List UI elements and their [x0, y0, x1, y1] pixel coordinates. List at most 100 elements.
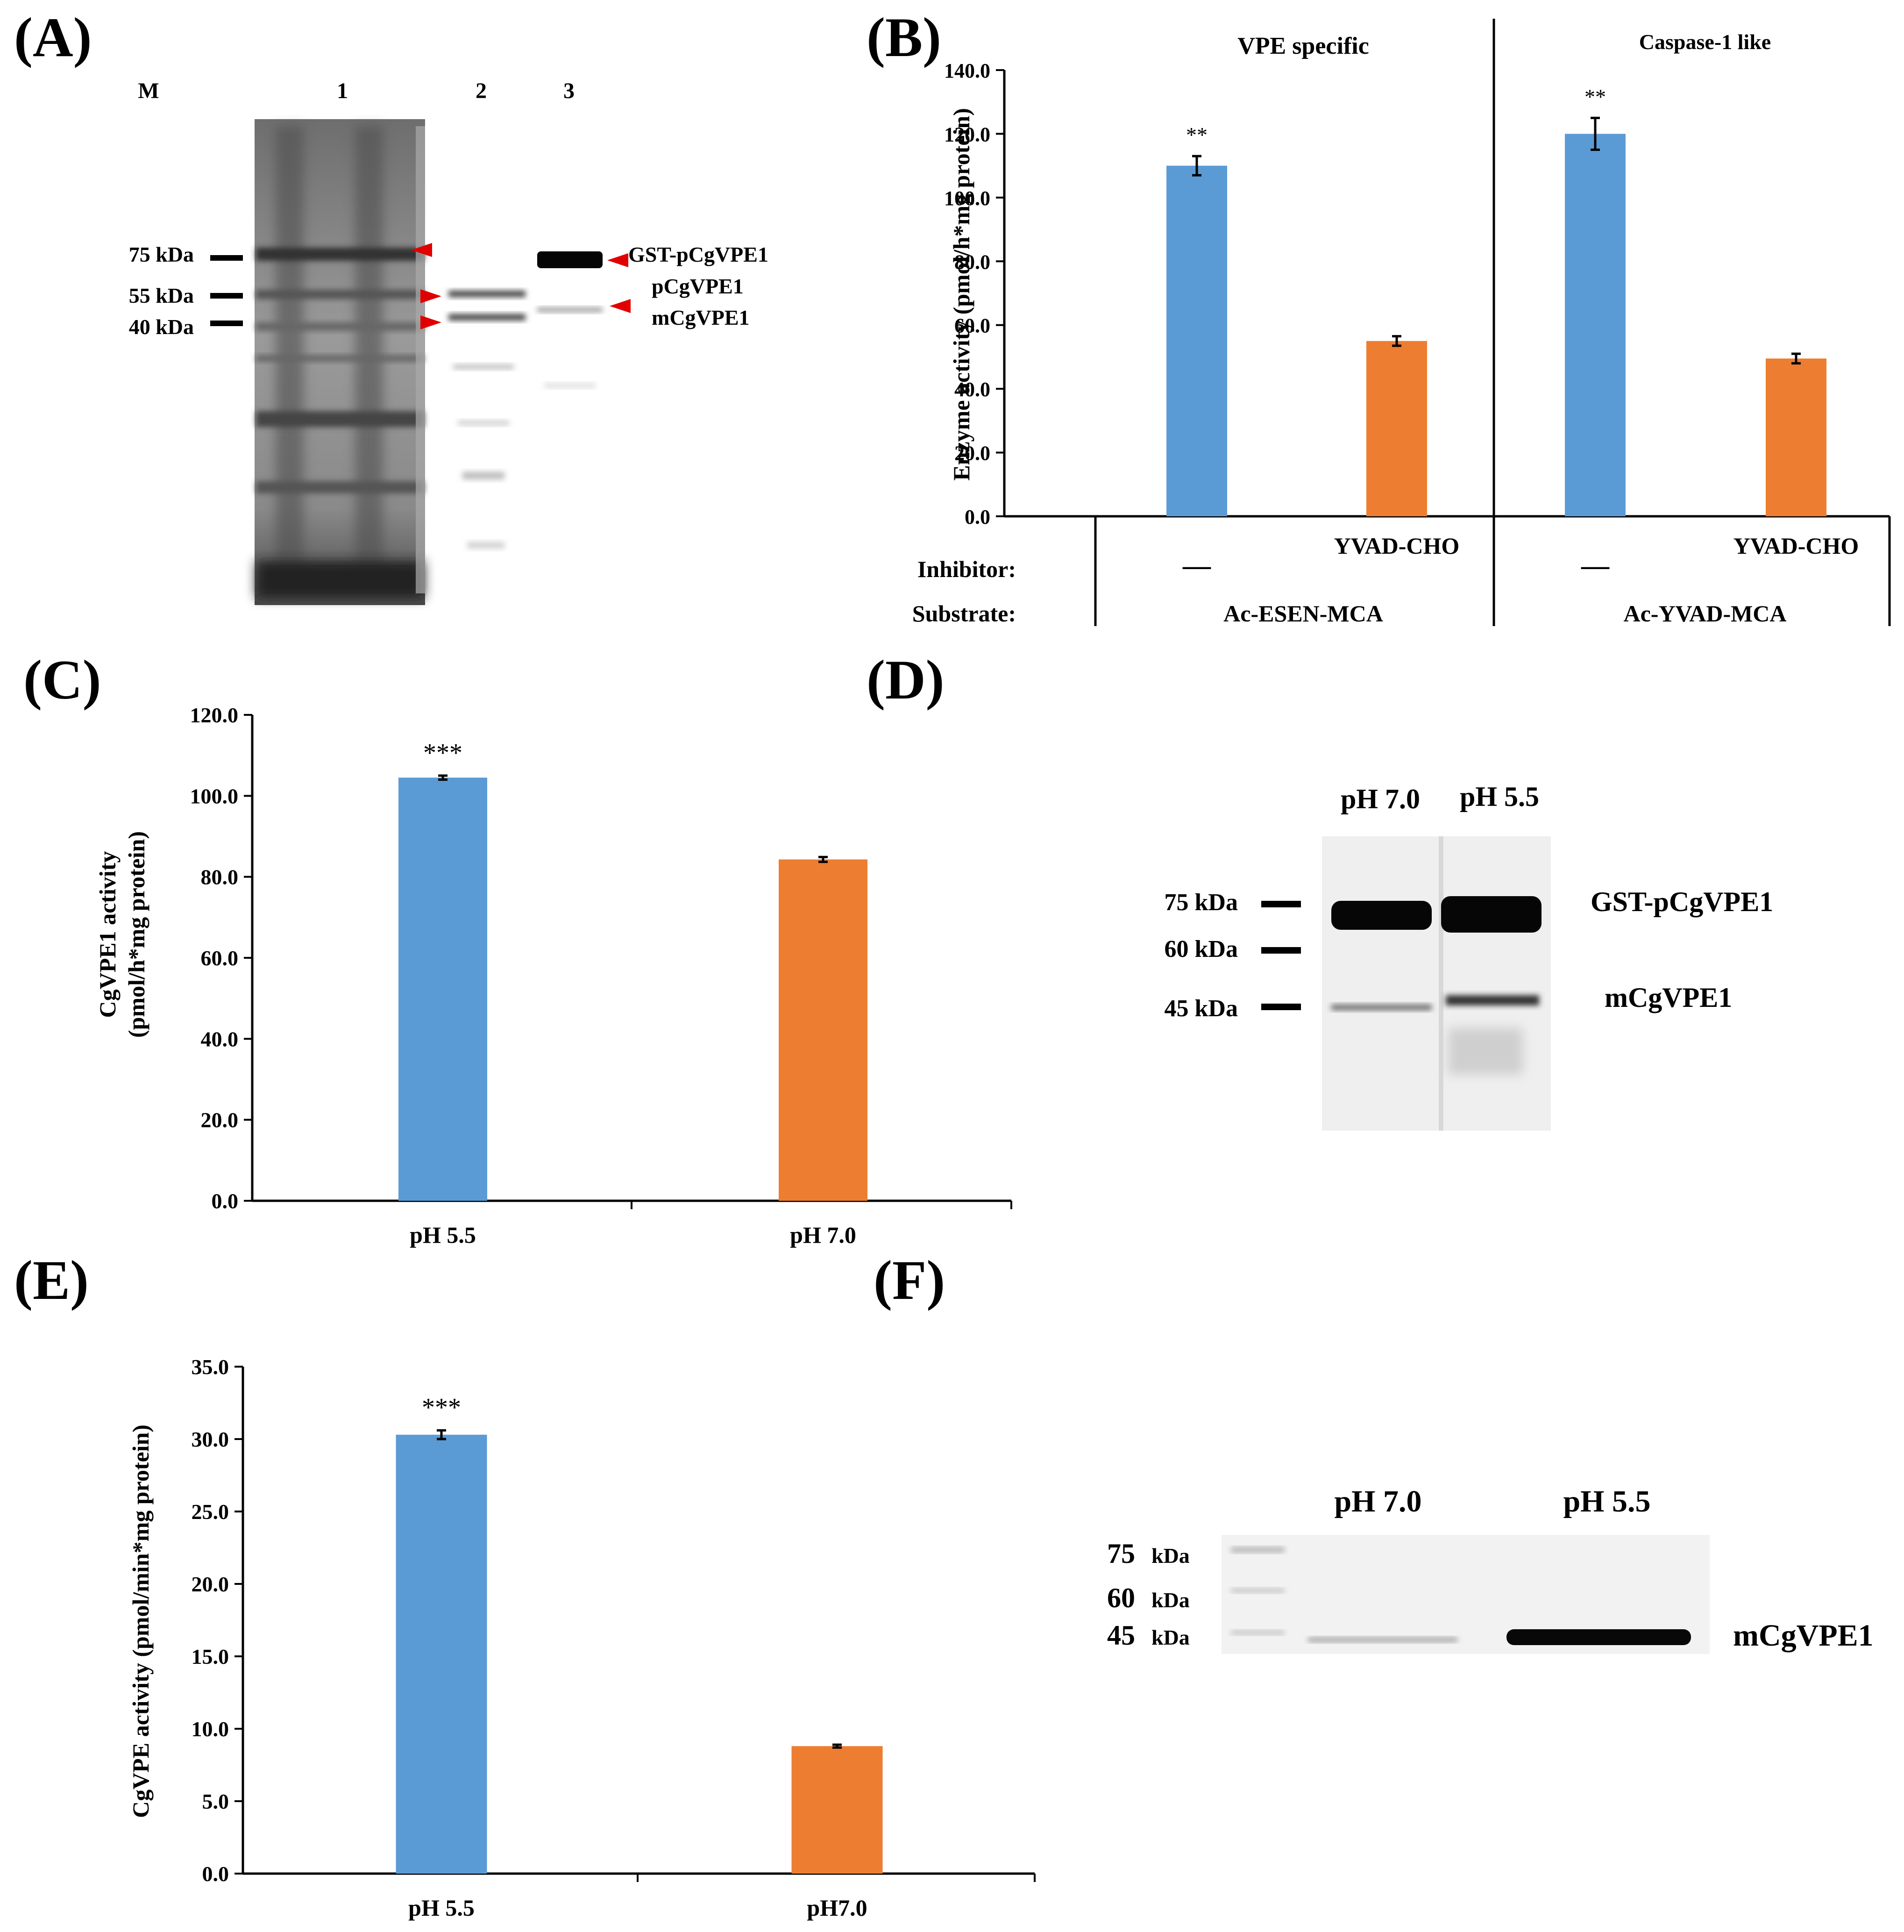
chart-e-y-tick-label: 25.0: [192, 1500, 229, 1524]
marker-60-unit-f: kDa: [1151, 1588, 1190, 1612]
band-label-pcgvpe1-a: pCgVPE1: [652, 274, 744, 298]
marker-55kda-a: 55 kDa: [129, 284, 194, 307]
chart-c: 0.0 20.0 40.0 60.0 80.0 100.0 120.0 CgVPE1 acti…: [94, 703, 1012, 1248]
chart-b-y-tick-label: 120.0: [944, 123, 990, 146]
chart-e-x-tick-label: pH 5.5: [408, 1895, 475, 1921]
band-label-gst-pcgvpe1-a: GST-pCgVPE1: [628, 242, 768, 266]
chart-e-bar: [396, 1434, 487, 1874]
chart-e-bar: [791, 1746, 883, 1874]
chart-b-group-title: Caspase-1 like: [1639, 30, 1771, 54]
chart-b-bar: [1366, 341, 1427, 516]
band-label-mcgvpe1-d: mCgVPE1: [1605, 982, 1732, 1013]
chart-c-y-tick-label: 60.0: [201, 946, 239, 970]
marker-45kda-d: 45 kDa: [1165, 995, 1238, 1022]
western-blot-a-image: [448, 251, 603, 549]
chart-b: 0.0 20.0 40.0 60.0 80.0 100.0 120.0 140.0 Enzyme…: [912, 19, 1891, 627]
marker-45-number-f: 45: [1107, 1620, 1135, 1651]
marker-40kda-a: 40 kDa: [129, 315, 194, 339]
chart-c-y-tick-label: 80.0: [201, 865, 239, 889]
chart-b-inhibitor-row-label: Inhibitor:: [917, 556, 1016, 582]
chart-c-y-tick-label: 40.0: [201, 1027, 239, 1051]
chart-b-inhibitor-label: —: [1182, 550, 1211, 581]
chart-c-y-label-line: CgVPE1 activity: [94, 851, 121, 1018]
chart-e-significance-label: ***: [422, 1393, 461, 1422]
chart-b-inhibitor-label: YVAD-CHO: [1733, 533, 1859, 559]
chart-b-inhibitor-label: YVAD-CHO: [1334, 533, 1460, 559]
chart-b-y-label: Enzyme activity (pmol/h*mg protein): [948, 108, 974, 481]
chart-e-y-tick-label: 10.0: [192, 1717, 229, 1741]
marker-75kda-d: 75 kDa: [1165, 889, 1238, 916]
chart-c-significance-label: ***: [423, 738, 462, 767]
marker-45-unit-f: kDa: [1151, 1625, 1190, 1649]
chart-e-y-tick-label: 35.0: [192, 1355, 229, 1379]
chart-c-y-label: CgVPE1 activity (pmol/h*mg protein): [94, 831, 149, 1038]
chart-b-y-tick-label: 100.0: [944, 187, 990, 210]
lane-label-ph70-d: pH 7.0: [1341, 784, 1420, 814]
chart-b-inhibitor-label: —: [1581, 550, 1610, 581]
lane-label-1: 1: [337, 78, 348, 103]
chart-b-bar: [1166, 165, 1227, 517]
chart-b-y-tick-label: 20.0: [954, 442, 990, 465]
chart-c-y-label-line: (pmol/h*mg protein): [123, 831, 149, 1038]
chart-c-x-tick-label: pH 5.5: [410, 1222, 476, 1248]
chart-b-y-tick-label: 60.0: [954, 314, 990, 337]
panel-d: (D) pH 7.0 pH 5.5 75 kDa 60 kDa 45 kDa G…: [867, 649, 1773, 1131]
marker-75-number-f: 75: [1107, 1538, 1135, 1569]
chart-e-y-tick-label: 30.0: [192, 1427, 229, 1451]
chart-c-y-tick-label: 120.0: [190, 703, 239, 727]
western-blot-d-image: [1322, 836, 1551, 1131]
panel-b: (B) 0.0 20.0 40.0 60.0 80.0 100.0 120.0 140.0 En…: [867, 6, 1891, 627]
lane-label-ph55-f: pH 5.5: [1563, 1484, 1650, 1519]
panel-label-f: (F): [874, 1249, 945, 1311]
chart-b-substrate-label: Ac-ESEN-MCA: [1223, 600, 1383, 627]
lane-label-ph55-d: pH 5.5: [1460, 781, 1539, 812]
sds-page-gel-image: [255, 119, 425, 605]
marker-60-number-f: 60: [1107, 1583, 1135, 1613]
lane-label-m: M: [138, 78, 159, 103]
marker-60kda-d: 60 kDa: [1165, 936, 1238, 962]
chart-b-y-tick-label: 140.0: [944, 59, 990, 82]
panel-a: (A) M 1 2 3 75 kDa 55 kDa 40 kDa: [14, 6, 768, 605]
chart-e-y-tick-label: 0.0: [202, 1862, 229, 1886]
lane-label-2: 2: [476, 78, 487, 103]
chart-b-substrate-row-label: Substrate:: [912, 600, 1016, 627]
band-label-mcgvpe1-a: mCgVPE1: [652, 306, 750, 329]
chart-e-y-tick-label: 15.0: [192, 1645, 229, 1668]
lane-label-3: 3: [563, 78, 575, 103]
marker-75-unit-f: kDa: [1151, 1544, 1190, 1568]
panel-label-a: (A): [14, 6, 92, 68]
chart-b-y-tick-label: 0.0: [965, 506, 990, 528]
chart-c-y-tick-label: 20.0: [201, 1108, 239, 1132]
panel-label-b: (B): [867, 6, 941, 68]
panel-c: (C) 0.0 20.0 40.0 60.0 80.0 100.0 120.0 CgVPE1 …: [23, 649, 1012, 1248]
chart-e-y-label: CgVPE activity (pmol/min*mg protein): [128, 1425, 154, 1818]
chart-c-y-tick-label: 0.0: [212, 1189, 239, 1213]
band-label-mcgvpe1-f: mCgVPE1: [1733, 1618, 1874, 1653]
chart-b-substrate-label: Ac-YVAD-MCA: [1624, 600, 1787, 627]
chart-b-bar: [1766, 358, 1826, 516]
panel-label-e: (E): [14, 1249, 89, 1311]
band-label-gst-pcgvpe1-d: GST-pCgVPE1: [1591, 886, 1773, 917]
chart-b-group-title: VPE specific: [1237, 33, 1369, 59]
panel-label-d: (D): [867, 649, 945, 711]
chart-b-y-tick-label: 80.0: [954, 250, 990, 273]
chart-e-y-tick-label: 5.0: [202, 1789, 229, 1813]
chart-e: 0.0 5.0 10.0 15.0 20.0 25.0 30.0 35.0 CgVPE acti…: [128, 1355, 1036, 1921]
panel-e: (E) 0.0 5.0 10.0 15.0 20.0 25.0 30.0 35.0 CgVPE …: [14, 1249, 1036, 1921]
chart-b-y-tick-label: 40.0: [954, 378, 990, 401]
panel-label-c: (C): [23, 649, 101, 711]
marker-75kda-a: 75 kDa: [129, 242, 194, 266]
chart-c-bar: [398, 777, 487, 1201]
chart-e-x-tick-label: pH7.0: [807, 1895, 867, 1921]
panel-f: (F) pH 7.0 pH 5.5 75 60 45 kDa kDa kDa m…: [874, 1249, 1874, 1654]
chart-b-significance-label: **: [1186, 123, 1208, 147]
chart-c-bar: [779, 859, 867, 1201]
chart-c-y-tick-label: 100.0: [190, 784, 239, 808]
chart-c-x-tick-label: pH 7.0: [790, 1222, 856, 1248]
chart-b-bar: [1565, 134, 1626, 516]
lane-label-ph70-f: pH 7.0: [1334, 1484, 1421, 1519]
chart-e-y-tick-label: 20.0: [192, 1572, 229, 1596]
western-blot-f-image: [1222, 1535, 1710, 1654]
chart-b-significance-label: **: [1584, 85, 1606, 108]
